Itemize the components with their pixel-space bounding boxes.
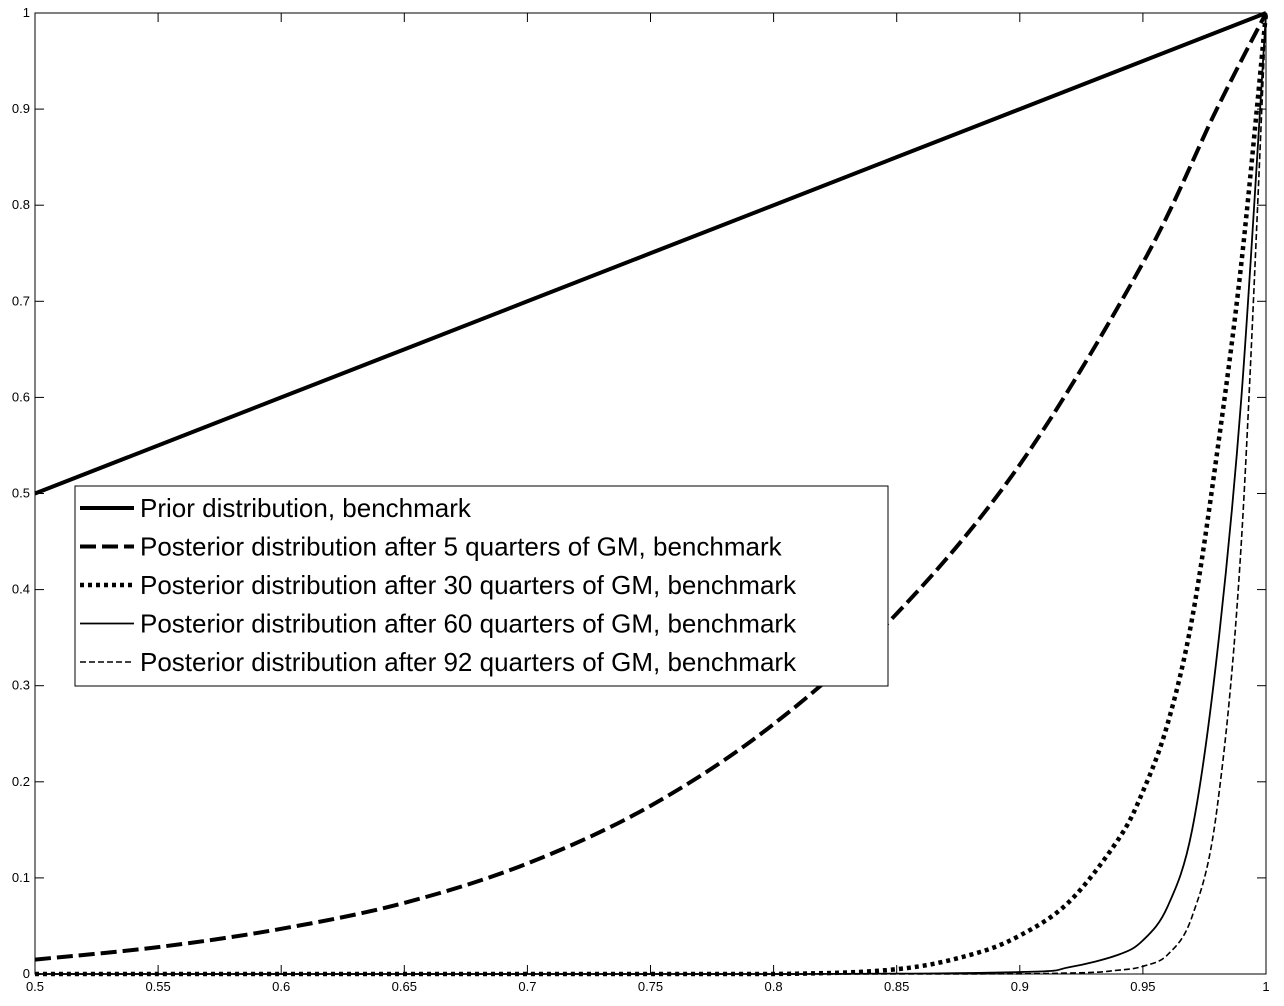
y-tick-label: 0.9 xyxy=(12,101,30,116)
x-tick-label: 0.75 xyxy=(638,979,663,994)
x-tick-label: 1 xyxy=(1262,979,1269,994)
series-layer xyxy=(34,11,1269,977)
x-tick-label: 0.7 xyxy=(518,979,536,994)
legend: Prior distribution, benchmark Posterior d… xyxy=(74,485,889,687)
legend-label-4: Posterior distribution after 60 quarters… xyxy=(140,609,797,639)
legend-label-5: Posterior distribution after 92 quarters… xyxy=(140,647,797,677)
x-tick-label: 0.85 xyxy=(884,979,909,994)
x-tick-label: 0.5 xyxy=(26,979,44,994)
legend-label-2: Posterior distribution after 5 quarters … xyxy=(140,532,783,562)
x-tick-label: 0.8 xyxy=(765,979,783,994)
y-tick-label: 0.5 xyxy=(12,486,30,501)
series-line-1 xyxy=(34,11,1267,496)
x-tick-label: 0.65 xyxy=(392,979,417,994)
axis-ticks: 0.5 0.55 0.6 0.65 0.7 0.75 0.8 0.85 0.9 0.95 1 0 0.1… xyxy=(12,5,1270,994)
y-tick-label: 0 xyxy=(23,966,30,981)
y-tick-label: 0.6 xyxy=(12,389,30,404)
y-tick-label: 1 xyxy=(23,5,30,20)
y-tick-label: 0.3 xyxy=(12,678,30,693)
legend-label-1: Prior distribution, benchmark xyxy=(140,493,472,523)
series-line-2 xyxy=(34,12,1268,962)
y-tick-label: 0.8 xyxy=(12,197,30,212)
x-tick-label: 0.55 xyxy=(145,979,170,994)
legend-label-3: Posterior distribution after 30 quarters… xyxy=(140,570,797,600)
x-tick-label: 0.95 xyxy=(1130,979,1155,994)
y-tick-label: 0.7 xyxy=(12,293,30,308)
y-tick-label: 0.2 xyxy=(12,774,30,789)
x-tick-label: 0.9 xyxy=(1011,979,1029,994)
y-tick-label: 0.4 xyxy=(12,582,30,597)
series-line-5 xyxy=(34,12,1267,975)
y-tick-label: 0.1 xyxy=(12,870,30,885)
legend-box xyxy=(74,485,889,687)
x-tick-label: 0.6 xyxy=(272,979,290,994)
